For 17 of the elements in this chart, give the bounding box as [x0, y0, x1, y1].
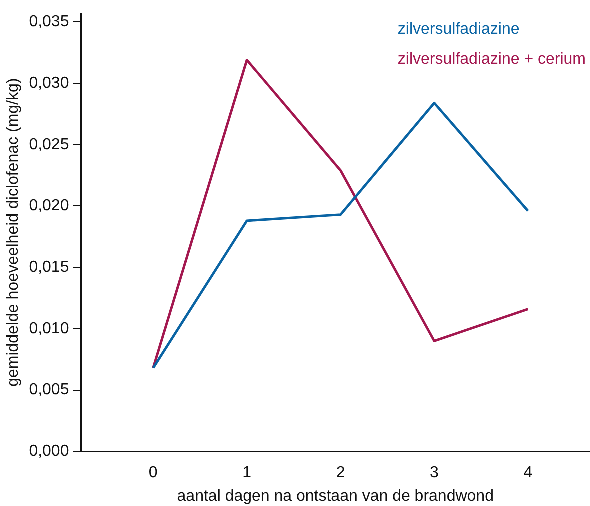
y-axis-title: gemiddelde hoeveelheid diclofenac (mg/kg) — [5, 78, 22, 387]
y-tick-label: 0,025 — [29, 136, 70, 154]
x-tick-label: 4 — [524, 464, 533, 482]
y-tick-label: 0,020 — [29, 198, 70, 215]
y-tick-label: 0,030 — [29, 74, 70, 92]
x-tick-label: 1 — [242, 464, 252, 482]
y-tick-label: 0,010 — [29, 320, 70, 338]
text: zilversulfadiazine + cerium — [398, 51, 586, 68]
x-tick-label: 3 — [430, 464, 440, 482]
x-axis-title: aantal dagen na ontstaan van de brandwond — [177, 488, 494, 505]
x-tick-label: 0 — [148, 464, 158, 482]
y-tick-label: 0,000 — [29, 443, 70, 460]
y-tick-label: 0,005 — [29, 382, 70, 399]
y-tick-label: 0,015 — [29, 258, 70, 276]
y-tick-label: 0,035 — [29, 14, 70, 31]
text: zilversulfadiazine — [398, 21, 520, 38]
x-tick-label: 2 — [336, 464, 346, 482]
